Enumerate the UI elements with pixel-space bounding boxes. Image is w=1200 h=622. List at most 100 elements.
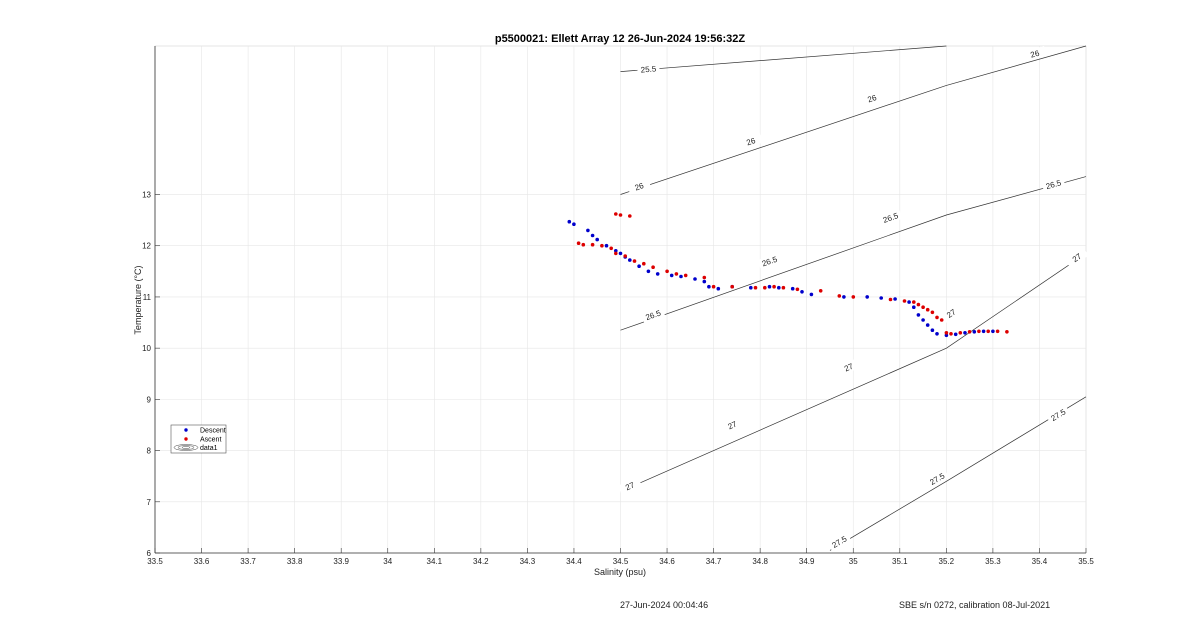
contour-label: 27	[727, 419, 739, 431]
contour-label-bg	[1064, 247, 1089, 268]
ascent-point	[958, 331, 963, 335]
contour-label: 26	[634, 181, 646, 193]
descent-point	[693, 277, 697, 281]
descent-point	[679, 274, 683, 279]
descent-point	[972, 330, 977, 334]
ascent-point	[618, 213, 623, 217]
ascent-point	[995, 329, 1000, 334]
contour-line-26	[620, 45, 1087, 195]
y-tick-label: 6	[147, 549, 152, 558]
contour-label: 25.5	[640, 64, 657, 74]
ascent-point	[986, 329, 990, 334]
contour-line-26-5	[620, 176, 1087, 331]
contour-label: 26	[745, 136, 757, 148]
x-tick-label: 33.6	[194, 557, 210, 566]
x-tick-label: 34.5	[613, 557, 629, 566]
descent-point	[790, 286, 795, 291]
contour-label: 26.5	[1045, 178, 1063, 191]
descent-point	[935, 332, 939, 336]
contour-line-27-5	[829, 396, 1087, 551]
contour-label-bg	[925, 468, 950, 489]
ascent-point	[888, 297, 893, 302]
y-ticks: 6 7 8 9 10 11 12 13	[142, 191, 160, 558]
descent-point	[669, 273, 674, 278]
contour-label: 26	[866, 93, 878, 105]
legend-data1-label: data1	[200, 445, 218, 452]
ascent-point	[925, 307, 930, 312]
ascent-point	[763, 285, 767, 290]
contour-label-bg	[859, 90, 884, 107]
ascent-point	[851, 295, 856, 299]
descent-point	[991, 329, 995, 334]
ascent-point	[609, 246, 613, 251]
x-tick-label: 35.3	[985, 557, 1001, 566]
ascent-point	[590, 242, 595, 247]
descent-point	[944, 333, 949, 338]
ascent-point	[614, 212, 618, 216]
ascent-point	[632, 259, 637, 263]
x-tick-label: 34.6	[659, 557, 675, 566]
descent-point	[646, 269, 651, 274]
descent-point	[567, 219, 572, 224]
x-tick-label: 35.2	[939, 557, 955, 566]
x-tick-label: 33.9	[333, 557, 349, 566]
ascent-point	[949, 332, 953, 336]
descent-point	[628, 258, 632, 262]
descent-point	[595, 237, 599, 242]
descent-point	[637, 264, 641, 269]
contour-label-bg	[641, 306, 666, 324]
legend: Descent Ascent data1	[170, 424, 227, 454]
y-axis-label: Temperature (°C)	[133, 265, 143, 334]
descent-point	[800, 290, 804, 294]
ascent-point	[581, 242, 586, 247]
data-points	[567, 212, 1009, 338]
ascent-point	[628, 214, 632, 218]
contour-label-bg	[939, 303, 963, 324]
descent-point	[655, 272, 660, 276]
legend-descent-marker	[184, 428, 188, 432]
contour-label-bg	[738, 133, 763, 150]
descent-point	[702, 279, 707, 284]
x-tick-label: 34.2	[473, 557, 489, 566]
descent-point	[930, 328, 935, 333]
contour-label-bg	[720, 415, 745, 434]
descent-point	[586, 228, 590, 233]
ascent-point	[818, 289, 823, 293]
ascent-point	[674, 272, 679, 276]
legend-ascent-label: Ascent	[200, 437, 221, 444]
descent-point	[716, 286, 721, 291]
x-tick-label: 35.5	[1078, 557, 1094, 566]
descent-point	[618, 251, 623, 256]
ascent-point	[683, 273, 688, 278]
contour-label: 27	[624, 480, 636, 492]
ascent-point	[623, 254, 627, 258]
x-tick-label: 33.5	[147, 557, 163, 566]
ascent-point	[753, 285, 758, 290]
ascent-point	[944, 331, 949, 335]
descent-point	[865, 295, 869, 299]
y-tick-label: 11	[143, 293, 152, 302]
contour-label: 27	[843, 361, 855, 373]
y-tick-label: 12	[142, 242, 151, 251]
x-tick-label: 35	[849, 557, 858, 566]
descent-point	[953, 332, 958, 337]
contour-label-bg	[627, 178, 652, 195]
ascent-point	[912, 300, 916, 304]
y-tick-label: 9	[147, 395, 152, 404]
legend-ascent-marker	[184, 437, 188, 441]
descent-point	[590, 233, 595, 238]
contour-label-bg	[1046, 404, 1071, 425]
contour-label-bg	[1022, 45, 1047, 62]
x-tick-label: 35.4	[1032, 557, 1048, 566]
ascent-point	[837, 294, 842, 298]
x-tick-label: 34.4	[566, 557, 582, 566]
descent-point	[604, 243, 609, 248]
ascent-point	[665, 269, 669, 274]
footer-timestamp: 27-Jun-2024 00:04:46	[620, 600, 709, 610]
contour-label-bg	[757, 252, 782, 270]
ascent-point	[916, 302, 921, 307]
y-tick-label: 13	[142, 191, 151, 200]
ascent-point	[930, 310, 935, 315]
x-tick-label: 35.1	[892, 557, 908, 566]
